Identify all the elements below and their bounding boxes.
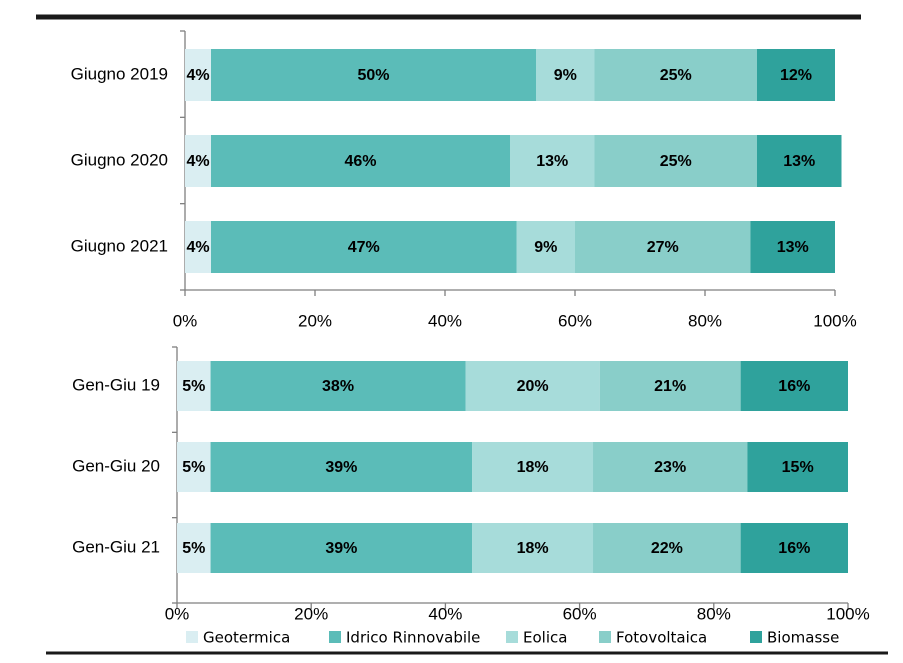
bar-segment-eolica [536, 49, 595, 101]
bar-segment-geotermica [177, 442, 211, 492]
x-tick-label: 0% [173, 311, 198, 330]
legend-swatch [599, 631, 611, 643]
legend-label: Fotovoltaica [616, 629, 707, 647]
data-label: 4% [186, 239, 209, 256]
x-tick-label: 80% [688, 311, 722, 330]
legend-item-biomasse: Biomasse [750, 629, 839, 647]
x-tick-label: 20% [298, 311, 332, 330]
legend-item-fotovoltaica: Fotovoltaica [599, 629, 707, 647]
data-label: 16% [778, 540, 810, 557]
bar-segment-biomasse [757, 49, 835, 101]
bar-segment-geotermica [185, 49, 211, 101]
legend-swatch [186, 631, 198, 643]
x-tick-label: 0% [165, 604, 190, 623]
data-label: 13% [777, 239, 809, 256]
bar-segment-idrico-rinnovabile [211, 221, 517, 273]
x-tick-label: 100% [813, 311, 856, 330]
bar-segment-biomasse [750, 221, 835, 273]
legend-label: Geotermica [203, 629, 290, 647]
bar-segment-fotovoltaica [594, 135, 757, 187]
legend-item-geotermica: Geotermica [186, 629, 290, 647]
data-label: 50% [357, 67, 389, 84]
bar-segment-geotermica [177, 523, 211, 573]
category-label: Gen-Giu 19 [72, 375, 160, 394]
legend-label: Biomasse [767, 629, 839, 647]
x-tick-label: 40% [428, 311, 462, 330]
category-label: Gen-Giu 20 [72, 456, 160, 475]
data-label: 13% [536, 153, 568, 170]
data-label: 27% [647, 239, 679, 256]
legend-label: Eolica [523, 629, 567, 647]
bar-segment-geotermica [177, 361, 211, 411]
data-label: 25% [660, 153, 692, 170]
legend-swatch [329, 631, 341, 643]
legend-item-idrico-rinnovabile: Idrico Rinnovabile [329, 629, 480, 647]
data-label: 15% [782, 459, 814, 476]
chart-panel-1: 0% 20% 40% 60% 80% 100% Giugno 2019 4% 50% 9% 25% 1… [71, 30, 857, 330]
bar-segment-fotovoltaica [594, 49, 757, 101]
data-label: 9% [554, 67, 577, 84]
legend-label: Idrico Rinnovabile [346, 629, 480, 647]
chart-legend: Geotermica Idrico Rinnovabile Eolica Fotovo… [186, 629, 839, 647]
bar-segment-biomasse [747, 442, 848, 492]
data-label: 38% [322, 378, 354, 395]
bar-segment-eolica [510, 135, 595, 187]
data-label: 23% [654, 459, 686, 476]
legend-swatch [750, 631, 762, 643]
bar-segment-eolica [516, 221, 575, 273]
bar-segment-eolica [472, 442, 594, 492]
data-label: 21% [654, 378, 686, 395]
x-tick-label: 60% [563, 604, 597, 623]
data-label: 13% [783, 153, 815, 170]
bar-segment-fotovoltaica [575, 221, 751, 273]
bar-segment-eolica [465, 361, 600, 411]
bar-segment-idrico-rinnovabile [210, 523, 473, 573]
bar-segment-idrico-rinnovabile [210, 442, 473, 492]
category-label: Giugno 2019 [71, 64, 168, 83]
data-label: 5% [182, 378, 205, 395]
bar-segment-biomasse [757, 135, 842, 187]
category-label: Giugno 2021 [71, 236, 168, 255]
bar-segment-idrico-rinnovabile [210, 361, 466, 411]
x-tick-label: 20% [294, 604, 328, 623]
data-label: 9% [534, 239, 557, 256]
bar-segment-geotermica [185, 135, 211, 187]
data-label: 18% [517, 540, 549, 557]
bar-segment-fotovoltaica [593, 442, 748, 492]
chart-panel-2: 0% 20% 40% 60% 80% 100% Gen-Giu 19 5% 38% 20% 21% 1… [72, 346, 870, 623]
data-label: 4% [186, 153, 209, 170]
data-label: 12% [780, 67, 812, 84]
category-label: Giugno 2020 [71, 150, 168, 169]
bar-segment-idrico-rinnovabile [211, 135, 510, 187]
x-tick-label: 80% [697, 604, 731, 623]
legend-item-eolica: Eolica [506, 629, 567, 647]
data-label: 46% [344, 153, 376, 170]
data-label: 5% [182, 540, 205, 557]
bar-segment-geotermica [185, 221, 211, 273]
bar-segment-eolica [472, 523, 594, 573]
category-label: Gen-Giu 21 [72, 537, 160, 556]
bar-segment-fotovoltaica [599, 361, 741, 411]
data-label: 16% [778, 378, 810, 395]
data-label: 47% [348, 239, 380, 256]
data-label: 25% [660, 67, 692, 84]
bar-segment-fotovoltaica [593, 523, 741, 573]
data-label: 39% [325, 459, 357, 476]
data-label: 20% [517, 378, 549, 395]
x-tick-label: 40% [428, 604, 462, 623]
data-label: 39% [325, 540, 357, 557]
data-label: 4% [186, 67, 209, 84]
bar-segment-idrico-rinnovabile [211, 49, 536, 101]
x-tick-label: 60% [558, 311, 592, 330]
bar-segment-biomasse [740, 523, 848, 573]
data-label: 5% [182, 459, 205, 476]
x-tick-label: 100% [826, 604, 869, 623]
data-label: 22% [651, 540, 683, 557]
legend-swatch [506, 631, 518, 643]
bar-segment-biomasse [740, 361, 848, 411]
data-label: 18% [517, 459, 549, 476]
